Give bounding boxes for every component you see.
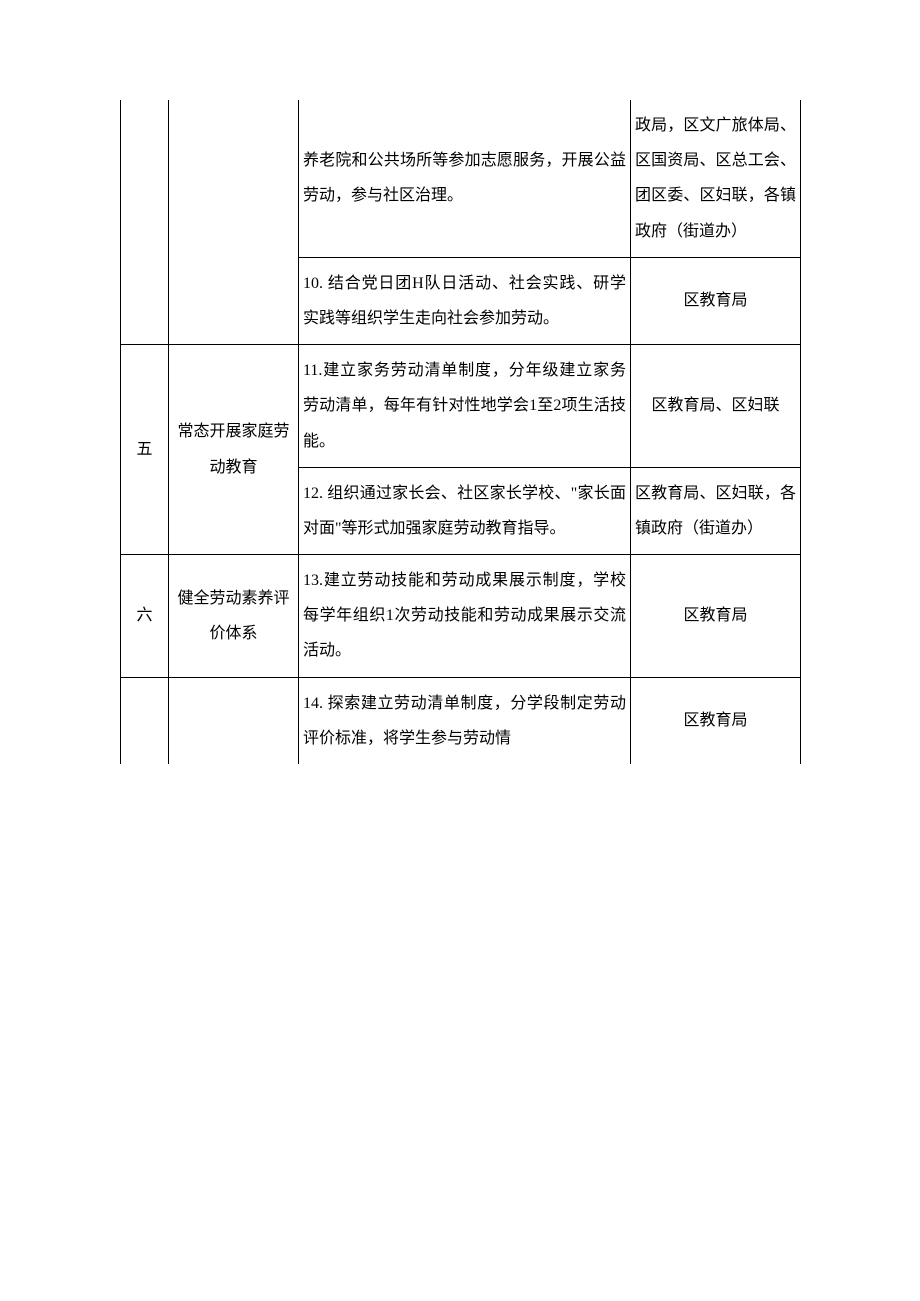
- table-row: 14. 探索建立劳动清单制度，分学段制定劳动评价标准，将学生参与劳动情 区教育局: [121, 677, 801, 764]
- content-cell: 14. 探索建立劳动清单制度，分学段制定劳动评价标准，将学生参与劳动情: [299, 677, 631, 764]
- content-cell: 11.建立家务劳动清单制度，分年级建立家务劳动清单，每年有针对性地学会1至2项生…: [299, 345, 631, 468]
- content-cell: 养老院和公共场所等参加志愿服务，开展公益劳动，参与社区治理。: [299, 100, 631, 257]
- table-row: 养老院和公共场所等参加志愿服务，开展公益劳动，参与社区治理。 政局，区文广旅体局…: [121, 100, 801, 257]
- row-number-cell: 五: [121, 345, 169, 555]
- dept-cell: 区教育局: [631, 677, 801, 764]
- dept-cell: 政局，区文广旅体局、区国资局、区总工会、团区委、区妇联，各镇政府（街道办）: [631, 100, 801, 257]
- category-cell: [169, 677, 299, 764]
- category-cell: 常态开展家庭劳动教育: [169, 345, 299, 555]
- category-cell: [169, 100, 299, 345]
- category-cell: 健全劳动素养评价体系: [169, 555, 299, 678]
- table-row: 六 健全劳动素养评价体系 13.建立劳动技能和劳动成果展示制度，学校每学年组织1…: [121, 555, 801, 678]
- dept-cell: 区教育局、区妇联: [631, 345, 801, 468]
- row-number-cell: [121, 677, 169, 764]
- document-table: 养老院和公共场所等参加志愿服务，开展公益劳动，参与社区治理。 政局，区文广旅体局…: [120, 100, 801, 764]
- row-number-cell: 六: [121, 555, 169, 678]
- content-cell: 13.建立劳动技能和劳动成果展示制度，学校每学年组织1次劳动技能和劳动成果展示交…: [299, 555, 631, 678]
- dept-cell: 区教育局、区妇联，各镇政府（街道办）: [631, 467, 801, 554]
- table-row: 五 常态开展家庭劳动教育 11.建立家务劳动清单制度，分年级建立家务劳动清单，每…: [121, 345, 801, 468]
- dept-cell: 区教育局: [631, 555, 801, 678]
- row-number-cell: [121, 100, 169, 345]
- content-cell: 10. 结合党日团H队日活动、社会实践、研学实践等组织学生走向社会参加劳动。: [299, 257, 631, 344]
- dept-cell: 区教育局: [631, 257, 801, 344]
- content-cell: 12. 组织通过家长会、社区家长学校、"家长面对面"等形式加强家庭劳动教育指导。: [299, 467, 631, 554]
